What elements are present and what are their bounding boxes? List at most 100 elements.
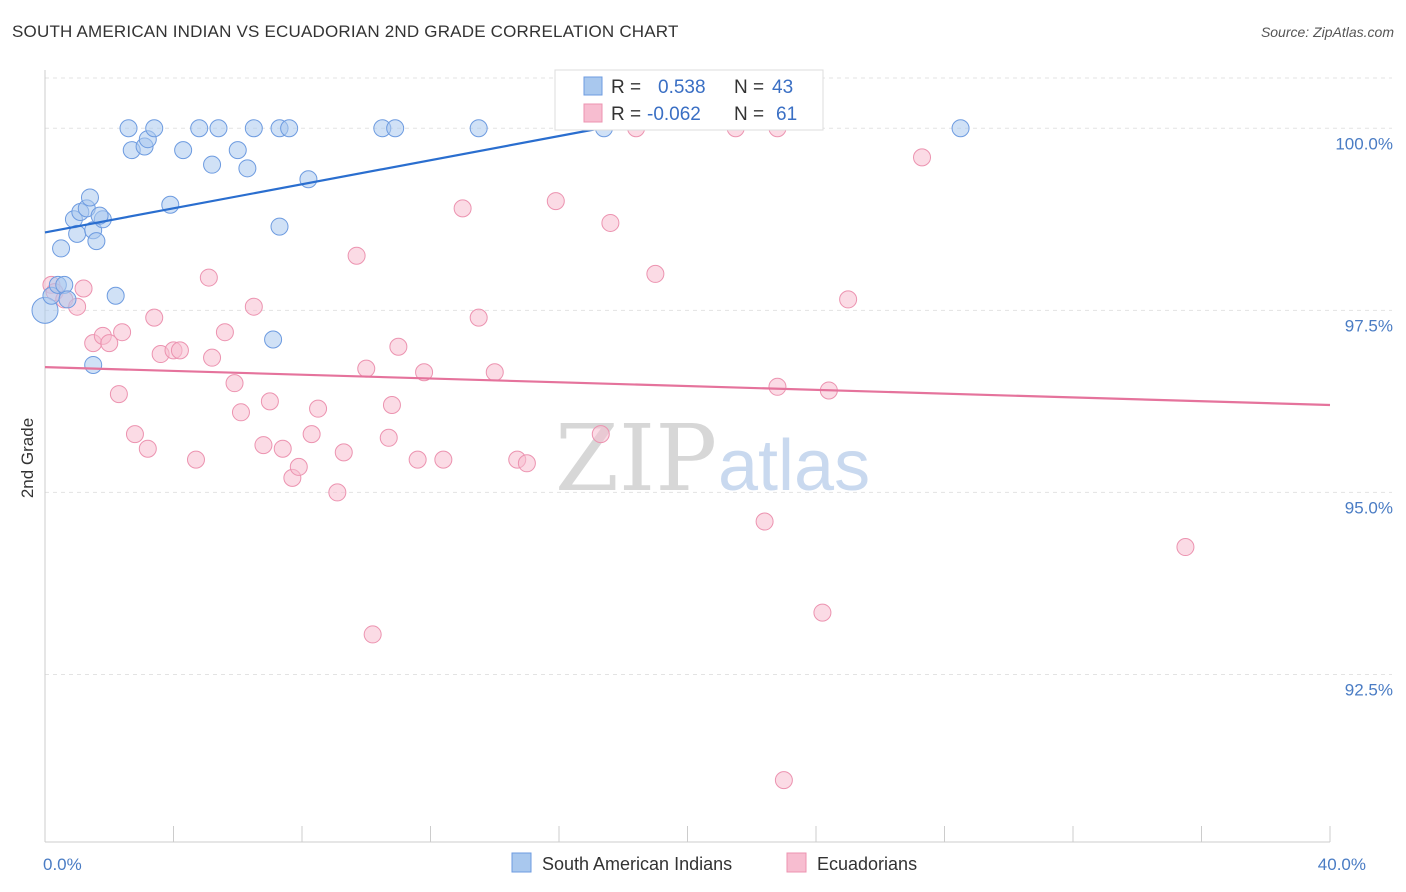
ecuadorians-point xyxy=(260,392,279,411)
watermark: ZIP atlas xyxy=(555,405,870,512)
south-american-indians-point xyxy=(209,119,228,138)
ecuadorians-point xyxy=(138,439,157,458)
ecuadorians-point xyxy=(145,308,164,327)
legend-label-south-american-indians: South American Indians xyxy=(542,854,732,874)
ecuadorians-point xyxy=(113,323,132,342)
pink-r-value: -0.062 xyxy=(647,104,701,125)
ecuadorians-point xyxy=(186,450,205,469)
legend-swatch-ecuadorians xyxy=(786,852,807,873)
ecuadorians-point xyxy=(485,363,504,382)
south-american-indians-point xyxy=(90,206,109,225)
ecuadorians-point xyxy=(215,323,234,342)
ecuadorians-point xyxy=(109,385,128,404)
ecuadorians-point xyxy=(273,439,292,458)
south-american-indians-point xyxy=(84,355,103,374)
ecuadorians-point xyxy=(389,337,408,356)
south-american-indians-point xyxy=(951,119,970,138)
ecuadorians-point xyxy=(254,436,273,455)
ecuadorians-point xyxy=(199,268,218,287)
pink-n-label: N = xyxy=(734,104,764,125)
ecuadorians-point xyxy=(231,403,250,422)
ecuadorians-point xyxy=(546,192,565,211)
ecuadorians-point xyxy=(357,359,376,378)
south-american-indians-trend-line xyxy=(44,127,601,234)
south-american-indians-point xyxy=(87,232,106,251)
south-american-indians-point xyxy=(55,275,74,294)
ecuadorians-point xyxy=(434,450,453,469)
legend-label-ecuadorians: Ecuadorians xyxy=(817,854,917,874)
south-american-indians-point xyxy=(228,141,247,160)
ecuadorians-point xyxy=(839,290,858,309)
blue-n-label: N = xyxy=(734,77,764,98)
ecuadorians-point xyxy=(334,443,353,462)
ecuadorians-point xyxy=(244,297,263,316)
south-american-indians-point xyxy=(58,290,77,309)
ecuadorians-point xyxy=(774,771,793,790)
x-tick-label: 0.0% xyxy=(43,855,82,874)
source-label: Source: ZipAtlas.com xyxy=(1260,24,1394,40)
ecuadorians-point xyxy=(125,425,144,444)
trend-lines xyxy=(44,127,1331,407)
south-american-indians-point xyxy=(203,155,222,174)
series-legend: South American Indians Ecuadorians xyxy=(511,852,917,874)
south-american-indians-point xyxy=(106,286,125,305)
chart-title: SOUTH AMERICAN INDIAN VS ECUADORIAN 2ND … xyxy=(12,22,679,41)
x-tick-labels: 0.0% 40.0% xyxy=(43,855,1366,874)
south-american-indians-point xyxy=(80,188,99,207)
ecuadorians-point xyxy=(646,264,665,283)
y-tick-label: 92.5% xyxy=(1345,680,1393,699)
ecuadorians-point xyxy=(517,454,536,473)
ecuadorians-point xyxy=(453,199,472,218)
ecuadorians-point xyxy=(813,603,832,622)
ecuadorians-point xyxy=(225,374,244,393)
x-tick-label: 40.0% xyxy=(1318,855,1366,874)
south-american-indians-point xyxy=(238,159,257,178)
pink-r-label: R = xyxy=(611,104,641,125)
south-american-indians-point xyxy=(190,119,209,138)
ecuadorians-point xyxy=(1176,538,1195,557)
ecuadorians-point xyxy=(309,399,328,418)
ecuadorians-point xyxy=(755,512,774,531)
ecuadorians-point xyxy=(591,425,610,444)
ecuadorians-point xyxy=(768,377,787,396)
south-american-indians-point xyxy=(386,119,405,138)
legend-swatch-south-american-indians xyxy=(511,852,532,873)
south-american-indians-point xyxy=(52,239,71,258)
ecuadorians-point xyxy=(289,457,308,476)
ecuadorians-point xyxy=(601,213,620,232)
south-american-indians-point xyxy=(244,119,263,138)
ecuadorians-point xyxy=(302,425,321,444)
ecuadorians-point xyxy=(469,308,488,327)
y-tick-labels: 100.0% 97.5% 95.0% 92.5% xyxy=(1335,134,1393,699)
ecuadorians-point xyxy=(382,396,401,415)
south-american-indians-point xyxy=(264,330,283,349)
y-tick-label: 97.5% xyxy=(1345,316,1393,335)
ecuadorians-point xyxy=(100,334,119,353)
ecuadorians-point xyxy=(203,348,222,367)
ecuadorians-point xyxy=(363,625,382,644)
ecuadorians-point xyxy=(913,148,932,167)
ecuadorians-point xyxy=(415,363,434,382)
y-tick-label: 95.0% xyxy=(1345,498,1393,517)
south-american-indians-point xyxy=(270,217,289,236)
stats-legend-blue-swatch xyxy=(583,76,603,96)
stats-legend: R = 0.538 N = 43 R = -0.062 N = 61 xyxy=(554,69,824,131)
south-american-indians-points xyxy=(31,119,970,374)
blue-r-value: 0.538 xyxy=(658,77,706,98)
watermark-atlas: atlas xyxy=(718,426,870,506)
south-american-indians-point xyxy=(280,119,299,138)
ecuadorians-point xyxy=(408,450,427,469)
ecuadorians-trend-line xyxy=(44,366,1331,407)
ecuadorians-point xyxy=(379,428,398,447)
ecuadorians-point xyxy=(328,483,347,502)
south-american-indians-point xyxy=(469,119,488,138)
south-american-indians-point xyxy=(145,119,164,138)
blue-r-label: R = xyxy=(611,77,641,98)
x-ticks xyxy=(44,826,1331,842)
watermark-zip: ZIP xyxy=(555,405,717,512)
stats-legend-pink-swatch xyxy=(583,103,603,123)
ecuadorians-point xyxy=(347,246,366,265)
pink-n-value: 61 xyxy=(776,104,797,125)
south-american-indians-point xyxy=(174,141,193,160)
